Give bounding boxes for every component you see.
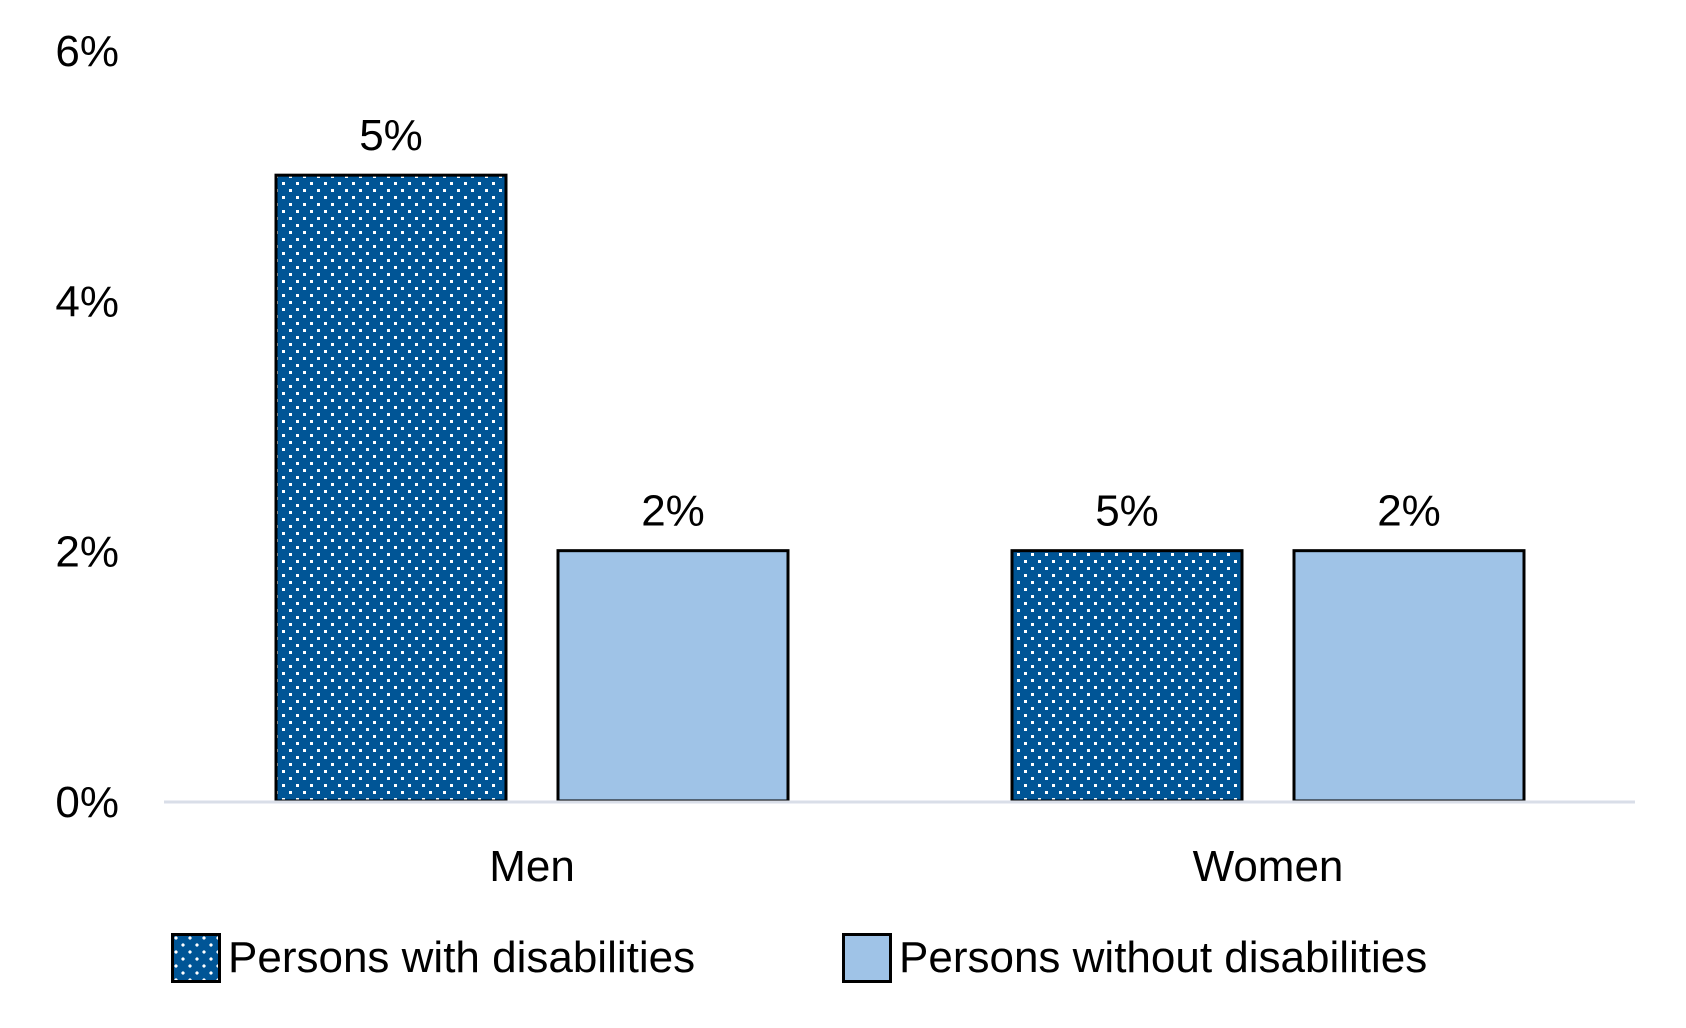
data-label: 5%: [1095, 487, 1159, 536]
data-label: 5%: [359, 111, 423, 160]
bars: [274, 173, 1526, 803]
legend-swatch-dotted-dark-blue: [171, 933, 221, 983]
x-category-label: Women: [1193, 842, 1344, 891]
y-tick-label: 2%: [55, 528, 119, 577]
legend-label: Persons without disabilities: [899, 933, 1428, 982]
y-axis-tick-labels: 0% 2% 4% 6%: [55, 27, 119, 827]
data-labels: 5% 2% 5% 2%: [359, 111, 1441, 536]
data-label: 2%: [1377, 487, 1441, 536]
x-category-label: Men: [489, 842, 575, 891]
legend-label: Persons with disabilities: [228, 933, 696, 982]
bar-men-series-0: [274, 173, 508, 803]
x-axis-category-labels: Men Women: [489, 842, 1343, 891]
legend: Persons with disabilities Persons withou…: [0, 930, 1686, 988]
y-tick-label: 4%: [55, 277, 119, 326]
bar-women-series-0: [1010, 549, 1244, 803]
legend-item-with-disabilities[interactable]: Persons with disabilities: [171, 930, 695, 986]
data-label: 2%: [641, 487, 705, 536]
legend-item-without-disabilities[interactable]: Persons without disabilities: [842, 930, 1427, 986]
bar-men-series-1: [556, 549, 790, 803]
bar-women-series-1: [1292, 549, 1526, 803]
y-tick-label: 6%: [55, 27, 119, 76]
y-tick-label: 0%: [55, 778, 119, 827]
legend-swatch-light-blue: [842, 933, 892, 983]
